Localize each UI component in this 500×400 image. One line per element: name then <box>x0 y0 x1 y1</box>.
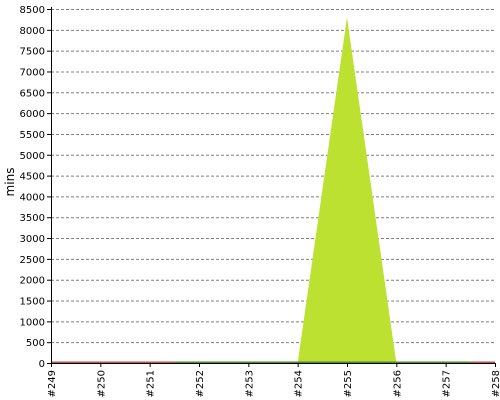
y-tick-label: 7000 <box>20 67 45 78</box>
x-tick-label: #256 <box>392 370 403 397</box>
x-tick-label: #250 <box>96 370 107 397</box>
y-tick-label: 3500 <box>20 213 45 224</box>
x-tick-label: #254 <box>294 370 305 397</box>
y-tick-label: 6000 <box>20 109 45 120</box>
y-tick-label: 8000 <box>20 26 45 37</box>
grid-lines <box>51 9 495 344</box>
x-tick-label: #257 <box>442 370 453 397</box>
x-tick-label: #252 <box>195 370 206 397</box>
y-axis-title: mins <box>3 168 17 197</box>
x-tick-label: #249 <box>47 370 58 397</box>
x-tick-labels: #249 #250 #251 #252 #253 #254 #255 #256 #257 #258 <box>47 370 500 397</box>
y-tick-label: 500 <box>26 338 45 349</box>
y-tick-label: 5500 <box>20 130 45 141</box>
x-tick-label: #253 <box>244 370 255 397</box>
y-tick-labels: 0 500 1000 1500 2000 2500 3000 3500 4000 4500 5000… <box>20 5 45 370</box>
y-tick-label: 8500 <box>20 5 45 16</box>
y-tick-label: 2500 <box>20 255 45 266</box>
x-tick-label: #251 <box>146 370 157 397</box>
area-series <box>51 17 495 364</box>
series-area <box>51 17 495 364</box>
x-tick-label: #258 <box>491 370 500 397</box>
y-tick-label: 1000 <box>20 317 45 328</box>
y-tick-label: 7500 <box>20 47 45 58</box>
y-tick-label: 4000 <box>20 192 45 203</box>
y-tick-label: 4500 <box>20 172 45 183</box>
y-tick-label: 6500 <box>20 88 45 99</box>
y-tick-label: 1500 <box>20 297 45 308</box>
x-tick-label: #255 <box>343 370 354 397</box>
y-tick-label: 3000 <box>20 234 45 245</box>
y-tick-label: 5000 <box>20 151 45 162</box>
y-tick-label: 0 <box>39 359 45 370</box>
axes <box>47 7 496 367</box>
y-tick-label: 2000 <box>20 276 45 287</box>
